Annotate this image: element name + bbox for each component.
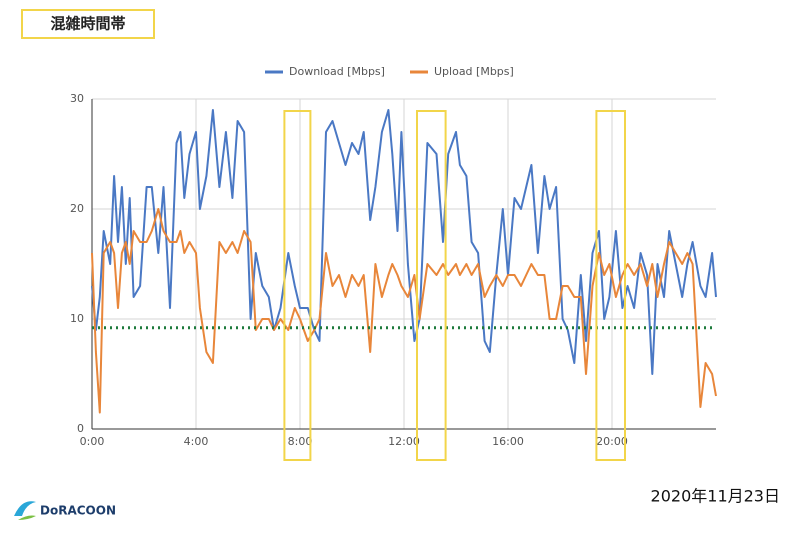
- y-tick-label: 20: [70, 202, 84, 215]
- y-tick-label: 0: [77, 422, 84, 435]
- x-tick-label: 0:00: [80, 435, 105, 448]
- y-tick-label: 30: [70, 92, 84, 105]
- logo-icon: [14, 501, 36, 516]
- x-tick-label: 8:00: [288, 435, 313, 448]
- x-tick-label: 16:00: [492, 435, 524, 448]
- x-tick-label: 20:00: [596, 435, 628, 448]
- label: 混雑時間帯: [50, 15, 125, 33]
- series-line: [91, 208, 717, 414]
- highlight-box: [416, 110, 447, 461]
- highlight-box: [283, 110, 312, 461]
- label-box: [21, 9, 155, 39]
- logo-icon: [18, 515, 36, 520]
- x-tick-label: 4:00: [184, 435, 209, 448]
- logo-text: DoRACOON: [40, 504, 116, 518]
- date: 2020年11月23日: [651, 487, 780, 506]
- chart: 0 10 20 30 0:00 4:00 8:00 12:00 16:00 20:00 Downlo…: [70, 65, 717, 461]
- legend-label: Download [Mbps]: [289, 65, 385, 78]
- logo: DoRACOON: [14, 501, 116, 520]
- y-tick-label: 10: [70, 312, 84, 325]
- legend-label: Upload [Mbps]: [434, 65, 514, 78]
- series-line: [91, 109, 717, 375]
- highlight-box: [595, 110, 627, 461]
- x-tick-label: 12:00: [388, 435, 420, 448]
